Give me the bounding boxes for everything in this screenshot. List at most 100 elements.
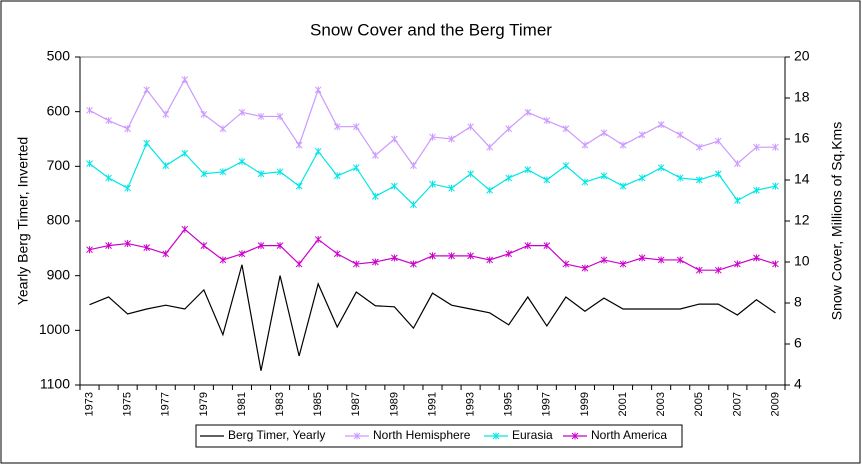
y2-axis-label: Snow Cover, Millions of Sq.Kms (829, 122, 845, 320)
data-point (486, 186, 494, 194)
data-point (619, 260, 627, 268)
data-point (238, 108, 246, 116)
x-tick-label: 1983 (274, 392, 286, 416)
y2-tick-label: 18 (794, 89, 810, 105)
data-point (314, 86, 322, 94)
data-point (772, 260, 779, 268)
data-point (352, 123, 360, 131)
data-point (505, 125, 513, 133)
x-tick-label: 1987 (350, 392, 362, 416)
data-point (467, 252, 474, 260)
y-tick-label: 600 (47, 102, 71, 118)
data-point (257, 170, 265, 178)
data-point (105, 117, 112, 125)
legend-marker (571, 432, 579, 440)
data-point (200, 170, 208, 178)
data-point (486, 143, 494, 151)
x-tick-label: 1981 (236, 392, 248, 416)
data-point (734, 160, 741, 168)
data-point (638, 174, 646, 182)
data-point (619, 141, 627, 149)
y2-tick-label: 12 (794, 212, 810, 228)
data-point (524, 166, 532, 174)
data-point (143, 244, 151, 252)
data-point (257, 242, 265, 250)
data-point (391, 254, 398, 262)
data-point (695, 143, 703, 151)
data-point (600, 172, 608, 180)
data-point (219, 168, 227, 176)
data-point (467, 123, 474, 131)
legend-label: North America (591, 428, 667, 442)
y2-tick-label: 6 (794, 335, 802, 351)
data-point (391, 135, 398, 143)
data-point (657, 164, 665, 172)
data-point (200, 110, 208, 118)
data-point (581, 178, 589, 186)
data-point (657, 121, 665, 129)
chart-title: Snow Cover and the Berg Timer (310, 20, 552, 39)
x-tick-label: 2005 (693, 392, 705, 416)
x-tick-label: 1991 (426, 392, 438, 416)
data-point (371, 192, 379, 200)
series-line (89, 264, 776, 371)
data-point (753, 186, 760, 194)
y2-tick-label: 4 (794, 376, 802, 392)
data-point (295, 260, 303, 268)
data-point (219, 125, 227, 133)
data-point (333, 250, 341, 258)
data-point (695, 266, 703, 274)
data-point (676, 131, 684, 139)
data-point (105, 242, 112, 250)
x-tick-label: 1979 (198, 392, 210, 416)
data-point (86, 106, 93, 114)
data-point (543, 117, 551, 125)
data-point (562, 125, 570, 133)
x-tick-label: 2007 (731, 392, 743, 416)
data-point (219, 256, 227, 264)
y-tick-label: 1100 (40, 376, 70, 392)
legend-marker (353, 432, 361, 440)
data-point (543, 176, 551, 184)
data-point (429, 252, 436, 260)
data-point (638, 131, 646, 139)
data-point (600, 256, 608, 264)
x-tick-label: 1975 (122, 392, 134, 416)
x-tick-label: 1989 (388, 392, 400, 416)
data-point (714, 137, 722, 145)
data-point (714, 266, 722, 274)
data-point (162, 162, 170, 170)
data-point (429, 180, 436, 188)
data-point (505, 174, 513, 182)
data-point (467, 170, 474, 178)
data-point (714, 170, 722, 178)
data-point (276, 242, 284, 250)
data-point (448, 184, 455, 192)
data-point (124, 240, 131, 248)
data-point (124, 184, 131, 192)
data-point (753, 254, 760, 262)
y2-tick-label: 16 (794, 130, 810, 146)
data-point (524, 108, 532, 116)
data-point (333, 123, 341, 131)
data-point (276, 168, 284, 176)
data-point (391, 182, 398, 190)
data-point (162, 110, 170, 118)
data-point (105, 174, 112, 182)
y2-tick-label: 8 (794, 294, 802, 310)
x-tick-label: 2003 (655, 392, 667, 416)
y-tick-label: 500 (47, 48, 71, 64)
data-point (86, 160, 93, 168)
y2-tick-label: 20 (794, 48, 810, 64)
data-point (371, 151, 379, 159)
data-point (543, 242, 551, 250)
y-tick-label: 700 (47, 157, 71, 173)
legend-label: Berg Timer, Yearly (228, 428, 325, 442)
x-tick-label: 1999 (579, 392, 591, 416)
data-point (333, 172, 341, 180)
data-point (410, 162, 417, 170)
data-point (581, 141, 589, 149)
data-point (276, 112, 284, 120)
data-point (238, 250, 246, 258)
data-point (295, 182, 303, 190)
